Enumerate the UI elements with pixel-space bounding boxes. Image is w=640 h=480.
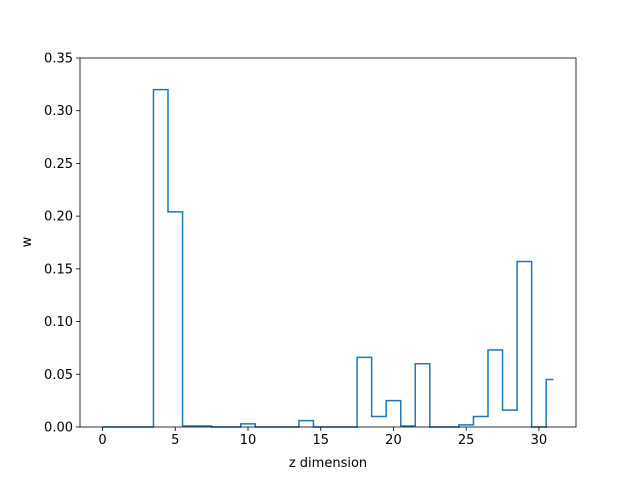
y-tick-label: 0.20: [44, 210, 73, 225]
plot-area: [102, 88, 554, 428]
axes-frame: [79, 57, 577, 428]
y-tick-label: 0.35: [44, 52, 73, 67]
series-step-line: [102, 88, 554, 428]
y-tick-label: 0.10: [44, 315, 73, 330]
x-tick-label: 25: [458, 433, 475, 448]
x-tick-label: 10: [240, 433, 257, 448]
x-axis-ticks: 0 5 10 15 20 25 30: [98, 427, 547, 448]
y-axis-label: w: [20, 236, 35, 247]
x-tick-label: 15: [312, 433, 329, 448]
y-tick-label: 0.25: [44, 157, 73, 172]
x-axis-label: z dimension: [289, 456, 367, 471]
y-axis-ticks: 0.00 0.05 0.10 0.15 0.20 0.25 0.30 0.35: [44, 52, 80, 436]
x-tick-label: 0: [98, 433, 106, 448]
y-tick-label: 0.30: [44, 104, 73, 119]
y-tick-label: 0.15: [44, 262, 73, 277]
y-tick-label: 0.05: [44, 368, 73, 383]
x-tick-label: 20: [385, 433, 402, 448]
x-tick-label: 5: [171, 433, 179, 448]
x-tick-label: 30: [531, 433, 548, 448]
y-tick-label: 0.00: [44, 421, 73, 436]
